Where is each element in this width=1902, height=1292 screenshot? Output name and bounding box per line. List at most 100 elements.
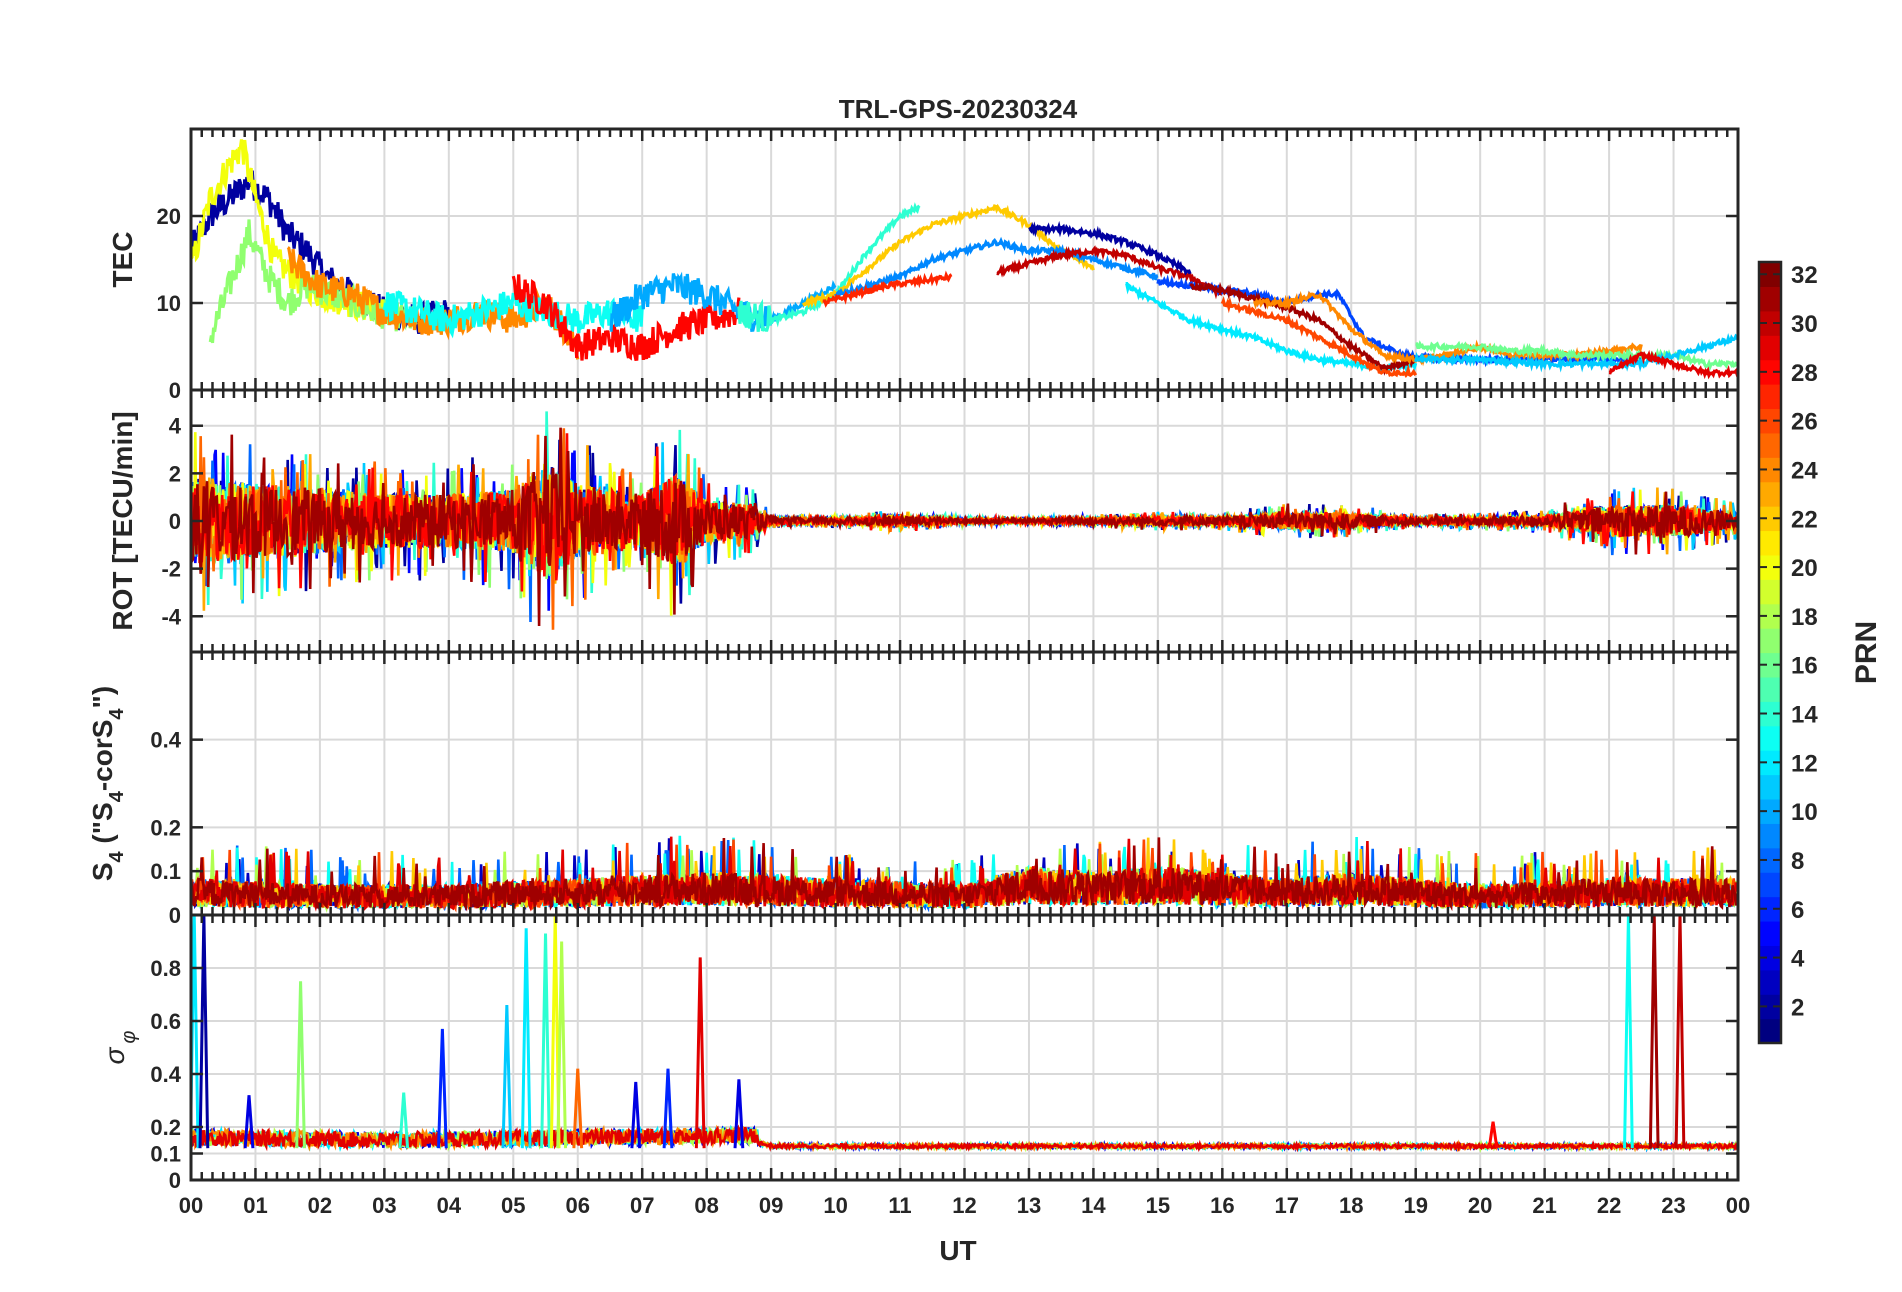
colorbar-swatch: [1759, 286, 1781, 312]
y-axis-label-rot: ROT [TECU/min]: [107, 411, 138, 630]
colorbar-swatch: [1759, 262, 1781, 288]
y-tick-label: 2: [169, 461, 181, 486]
panel-sigma: 00.10.2 0.4 0.6 0.8 σφ: [99, 913, 1740, 1193]
y-axis-label-s4: S4 ("S4-corS4"): [87, 686, 128, 881]
tec-series-prn-2: [1028, 220, 1192, 276]
y-tick-label: 0.2: [150, 1115, 181, 1140]
tec-series-prn-9: [834, 236, 1159, 302]
y-tick-label: 0: [169, 509, 181, 534]
colorbar-swatch: [1759, 725, 1781, 751]
x-tick-label: 14: [1081, 1193, 1106, 1218]
x-tick-label: 07: [630, 1193, 654, 1218]
y-tick-label: 0: [169, 378, 181, 403]
y-axis-label-tec: TEC: [107, 232, 138, 288]
colorbar-swatch: [1759, 603, 1781, 629]
colorbar-swatch: [1759, 774, 1781, 800]
colorbar-swatch: [1759, 335, 1781, 361]
sigma-spike-prn-31: [1648, 915, 1660, 1149]
colorbar-tick-label: 32: [1791, 262, 1818, 289]
sigma-spike-prn-30: [1674, 915, 1686, 1149]
x-tick-label: 00: [1726, 1193, 1750, 1218]
x-axis-label: UT: [939, 1235, 976, 1266]
colorbar-swatch: [1759, 628, 1781, 654]
tick-marks: [189, 915, 1740, 1182]
x-tick-label: 18: [1339, 1193, 1363, 1218]
colorbar-swatch: [1759, 652, 1781, 678]
colorbar-swatch: [1759, 847, 1781, 873]
data-layer: [191, 915, 1738, 1153]
panel-tec: 0 10 20 TEC: [107, 127, 1740, 403]
x-tick-label: 23: [1661, 1193, 1685, 1218]
colorbar-tick-label: 18: [1791, 604, 1818, 631]
colorbar-swatch: [1759, 579, 1781, 605]
colorbar-swatch: [1759, 359, 1781, 385]
x-tick-label: 01: [243, 1193, 267, 1218]
sigma-spike-prn-6: [662, 1068, 674, 1149]
sigma-spike-prn-29: [694, 957, 706, 1149]
tec-series-prn-30: [996, 245, 1223, 300]
colorbar-swatch: [1759, 481, 1781, 507]
tec-series-prn-24: [1253, 290, 1643, 367]
x-tick-label: 16: [1210, 1193, 1234, 1218]
y-tick-label: 0.1: [150, 859, 181, 884]
tec-series-prn-27: [822, 270, 953, 308]
x-tick-label: 20: [1468, 1193, 1492, 1218]
colorbar-swatch: [1759, 676, 1781, 702]
colorbar-swatch: [1759, 872, 1781, 898]
colorbar-swatch: [1759, 530, 1781, 556]
colorbar-tick-label: 22: [1791, 506, 1818, 533]
colorbar-swatch: [1759, 798, 1781, 824]
x-tick-label: 22: [1597, 1193, 1621, 1218]
sigma-spike-prn-28: [1487, 1121, 1499, 1149]
y-tick-label: 0.6: [150, 1009, 181, 1034]
colorbar-swatch: [1759, 701, 1781, 727]
colorbar-swatch: [1759, 554, 1781, 580]
sigma-spike-prn-13: [1623, 915, 1634, 1149]
panel-rot: -4 -2 0 2 4 ROT [TECU/min]: [107, 388, 1740, 654]
x-tick-label: 05: [501, 1193, 525, 1218]
x-tick-label: 03: [372, 1193, 396, 1218]
colorbar-tick-label: 16: [1791, 653, 1818, 680]
colorbar-swatch: [1759, 896, 1781, 922]
colorbar-tick-label: 2: [1791, 994, 1804, 1021]
x-tick-label: 19: [1403, 1193, 1427, 1218]
sigma-spike-prn-17: [295, 981, 306, 1149]
colorbar-tick-label: 30: [1791, 311, 1818, 338]
x-tick-label: 10: [823, 1193, 847, 1218]
tec-series-prn-28: [511, 274, 741, 362]
colorbar-swatch: [1759, 457, 1781, 483]
data-layer: [191, 411, 1738, 630]
sigma-spike-prn-6: [437, 1028, 448, 1149]
colorbar-swatch: [1759, 823, 1781, 849]
colorbar-tick-label: 6: [1791, 897, 1804, 924]
x-tick-label: 17: [1275, 1193, 1299, 1218]
y-tick-label: 0.1: [150, 1142, 181, 1167]
sigma-spike-prn-25: [572, 1068, 584, 1149]
y-tick-label: 4: [169, 414, 182, 439]
colorbar-tick-label: 20: [1791, 555, 1818, 582]
colorbar-swatch: [1759, 408, 1781, 434]
chart-title: TRL-GPS-20230324: [839, 94, 1078, 124]
colorbar-tick-label: 24: [1791, 457, 1818, 484]
y-tick-label: 0.2: [150, 815, 181, 840]
x-tick-label: 04: [437, 1193, 462, 1218]
colorbar-swatch: [1759, 750, 1781, 776]
colorbar-swatch: [1759, 506, 1781, 532]
x-tick-label: 08: [694, 1193, 718, 1218]
tec-series-prn-22: [801, 203, 1095, 309]
colorbar-tick-label: 28: [1791, 360, 1818, 387]
sigma-series-prn-29: [191, 1124, 1738, 1153]
sigma-spike-prn-14: [540, 933, 551, 1149]
sigma-spike-prn-4: [733, 1079, 745, 1149]
tec-series-prn-10: [609, 271, 837, 333]
y-tick-label: 0: [169, 1168, 181, 1193]
colorbar-swatch: [1759, 384, 1781, 410]
y-axis-label-sigma: σφ: [99, 1031, 140, 1065]
sigma-spike-prn-14: [398, 1092, 410, 1149]
x-tick-label: 13: [1017, 1193, 1041, 1218]
colorbar-swatch: [1759, 310, 1781, 336]
grid: [190, 652, 1739, 916]
panel-s4: 0 0.1 0.2 0.4 S4 ("S4-corS4"): [87, 650, 1740, 928]
